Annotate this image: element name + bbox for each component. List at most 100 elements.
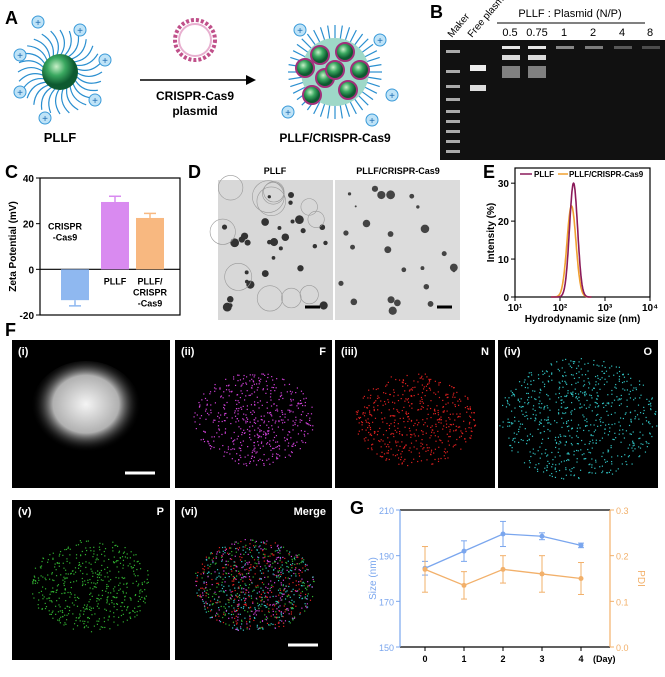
element-dot [130,566,132,568]
element-dot [611,473,614,475]
element-dot [289,390,291,392]
element-dot [601,370,603,373]
element-dot [213,440,215,442]
element-dot [601,365,603,367]
element-dot [583,393,586,395]
element-dot [233,599,235,602]
element-dot [237,435,239,437]
element-dot [234,415,237,417]
element-dot [387,401,390,403]
element-dot [565,467,567,469]
element-dot [282,556,284,559]
element-dot [248,576,251,578]
element-dot [242,607,245,609]
element-dot [448,426,450,428]
element-dot [278,570,281,572]
element-dot [223,455,225,457]
element-dot [206,592,208,594]
element-dot [253,567,255,569]
element-dot [306,598,308,600]
element-dot [58,555,60,557]
element-dot [230,574,233,576]
element-dot [225,560,227,562]
element-dot [302,393,304,395]
element-dot [611,456,613,458]
element-dot [106,597,108,599]
element-dot [60,616,62,618]
nanoparticle-dot [423,283,430,290]
element-dot [263,542,265,544]
bar [101,201,129,270]
element-dot [239,454,241,457]
element-dot [268,427,270,429]
plus-sign: + [92,96,98,107]
element-dot [218,590,220,593]
element-dot [279,396,282,398]
plasmid-icon [173,18,217,62]
element-dot [650,405,652,407]
nanoparticle-dot [267,195,271,199]
element-dot [44,607,47,610]
element-dot [126,586,128,588]
plus-sign: + [285,108,291,119]
element-dot [258,562,260,565]
element-dot [474,424,477,426]
element-dot [537,428,539,430]
element-dot [278,448,281,450]
element-dot [253,559,256,561]
element-dot [236,604,239,606]
element-dot [312,576,314,578]
element-dot [123,583,125,585]
element-dot [274,542,276,544]
element-dot [415,429,417,431]
element-dot [144,598,146,600]
element-dot [601,455,603,458]
element-dot [384,403,387,405]
element-dot [573,450,575,452]
element-dot [259,565,262,568]
ladder-band [446,120,460,123]
element-dot [228,389,230,391]
element-dot [239,556,241,558]
element-dot [270,546,272,549]
gel-panel-b: Maker Free plasmid PLLF : Plasmid (N/P) … [440,0,665,160]
element-dot [292,420,294,422]
element-dot [392,414,394,417]
element-dot [237,413,239,415]
element-dot [632,389,634,391]
element-dot [84,608,86,610]
element-dot [106,599,108,601]
element-dot [243,419,245,421]
element-dot [250,404,253,406]
element-dot [368,410,371,412]
y-tick-label: 190 [379,552,394,562]
element-dot [213,593,215,595]
element-dot [304,430,306,432]
element-dot [607,451,609,453]
element-dot [201,587,203,589]
element-dot [113,556,115,558]
element-dot [242,629,245,631]
element-dot [231,570,233,572]
element-dot [264,618,266,620]
element-dot [218,620,221,622]
nanoparticle-dot [267,239,272,245]
element-dot [70,586,72,589]
element-dot [257,605,259,607]
element-dot [278,445,281,447]
element-dot [587,362,589,364]
element-dot [66,560,68,563]
element-dot [402,380,405,382]
element-dot [241,566,243,569]
element-dot [260,593,262,595]
element-dot [257,441,259,443]
element-dot [299,399,302,402]
element-dot [434,435,436,437]
element-dot [133,560,135,562]
element-dot [264,614,266,616]
element-dot [257,559,259,561]
element-dot [265,434,267,436]
element-dot [196,595,199,597]
element-dot [548,422,550,424]
element-dot [615,437,617,439]
